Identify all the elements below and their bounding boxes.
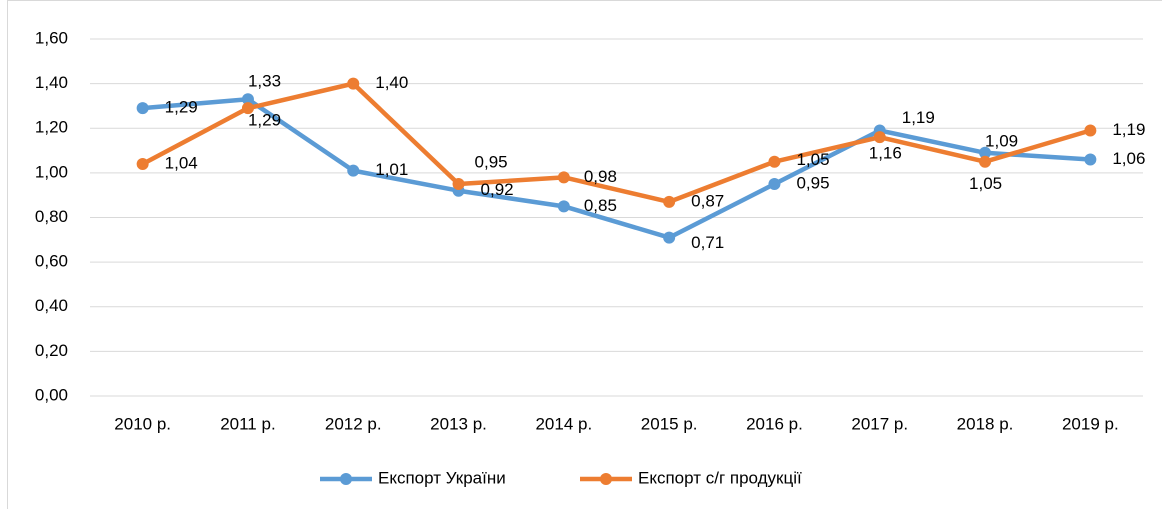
data-label: 0,98 bbox=[584, 167, 617, 186]
data-point bbox=[1084, 124, 1097, 137]
data-point bbox=[136, 157, 149, 170]
y-tick-label: 0,60 bbox=[35, 252, 68, 271]
data-point bbox=[241, 102, 254, 115]
y-tick-label: 0,80 bbox=[35, 207, 68, 226]
data-label: 0,92 bbox=[481, 180, 514, 199]
x-tick-label: 2015 р. bbox=[641, 414, 698, 433]
x-tick-label: 2011 р. bbox=[220, 414, 275, 433]
data-label: 1,19 bbox=[1112, 120, 1145, 139]
data-label: 1,05 bbox=[969, 174, 1002, 193]
chart-border bbox=[7, 0, 1162, 509]
data-point bbox=[979, 146, 992, 159]
x-tick-label: 2012 р. bbox=[325, 414, 382, 433]
data-label: 0,95 bbox=[796, 174, 829, 193]
data-label: 1,06 bbox=[1112, 149, 1145, 168]
data-label: 1,33 bbox=[248, 72, 281, 91]
y-tick-label: 1,40 bbox=[35, 73, 68, 92]
data-label: 1,09 bbox=[985, 131, 1018, 150]
data-point bbox=[663, 231, 676, 244]
legend-label: Експорт України bbox=[378, 468, 506, 487]
data-label: 1,19 bbox=[902, 108, 935, 127]
data-point bbox=[557, 171, 570, 184]
data-label: 1,29 bbox=[248, 111, 281, 130]
data-point bbox=[452, 178, 465, 191]
legend-marker bbox=[600, 473, 612, 485]
data-point bbox=[768, 155, 781, 168]
data-label: 1,05 bbox=[796, 150, 829, 169]
data-label: 1,40 bbox=[375, 73, 408, 92]
x-tick-label: 2017 р. bbox=[851, 414, 908, 433]
data-label: 1,01 bbox=[375, 160, 408, 179]
data-point bbox=[768, 178, 781, 191]
data-label: 0,95 bbox=[475, 153, 508, 172]
y-tick-label: 1,00 bbox=[35, 162, 68, 181]
data-point bbox=[979, 155, 992, 168]
data-point bbox=[1084, 153, 1097, 166]
series-line bbox=[140, 81, 1093, 205]
x-tick-label: 2019 р. bbox=[1062, 414, 1119, 433]
y-tick-label: 0,00 bbox=[35, 385, 68, 404]
data-point bbox=[663, 195, 676, 208]
x-tick-label: 2016 р. bbox=[746, 414, 803, 433]
x-tick-label: 2013 р. bbox=[430, 414, 487, 433]
data-label: 1,29 bbox=[165, 98, 198, 117]
y-tick-label: 1,20 bbox=[35, 118, 68, 137]
x-tick-label: 2010 р. bbox=[114, 414, 171, 433]
x-tick-label: 2018 р. bbox=[957, 414, 1014, 433]
data-point bbox=[241, 93, 254, 106]
x-tick-label: 2014 р. bbox=[535, 414, 592, 433]
data-label: 0,71 bbox=[691, 233, 724, 252]
series-line bbox=[140, 96, 1093, 240]
data-label: 1,16 bbox=[869, 144, 902, 163]
data-point bbox=[347, 164, 360, 177]
legend-label: Експорт с/г продукції bbox=[638, 468, 802, 487]
y-tick-label: 0,20 bbox=[35, 341, 68, 360]
legend-marker bbox=[340, 473, 352, 485]
data-point bbox=[347, 77, 360, 90]
y-tick-label: 0,40 bbox=[35, 296, 68, 315]
data-point bbox=[557, 200, 570, 213]
data-label: 1,04 bbox=[165, 153, 198, 172]
data-point bbox=[136, 102, 149, 115]
y-tick-label: 1,60 bbox=[35, 28, 68, 47]
data-label: 0,87 bbox=[691, 191, 724, 210]
data-point bbox=[873, 131, 886, 144]
data-label: 0,85 bbox=[584, 196, 617, 215]
